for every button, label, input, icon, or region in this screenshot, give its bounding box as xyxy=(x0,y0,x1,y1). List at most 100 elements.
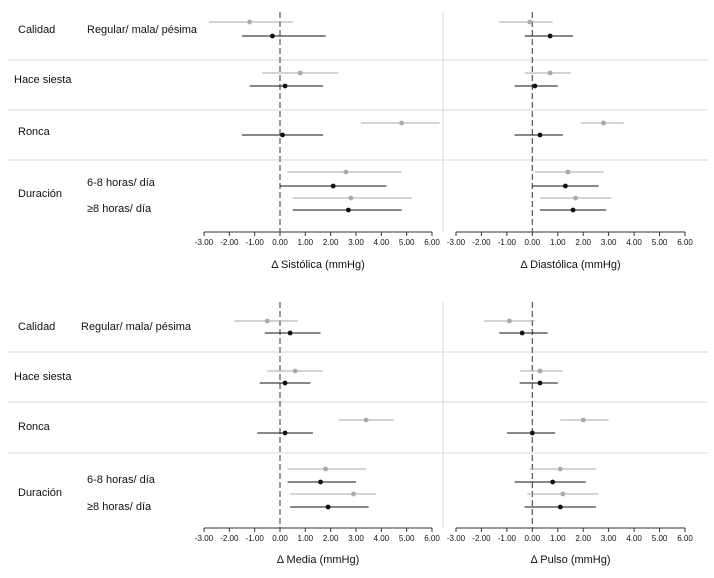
row-label-ronca-2: Ronca xyxy=(18,421,51,433)
x-tick-label: 5.00 xyxy=(652,534,668,543)
point-estimate xyxy=(351,491,356,497)
point-estimate xyxy=(297,70,303,76)
point-estimate xyxy=(270,33,275,39)
point-estimate xyxy=(547,70,553,76)
x-tick-label: 5.00 xyxy=(399,238,415,247)
point-estimate xyxy=(330,183,336,189)
panels-group: -3.00 -2.00 -1.00 0.00 1.00 2.00 3.00 4.00 5.00 6… xyxy=(8,12,708,566)
point-estimate xyxy=(280,132,285,138)
x-tick-label: 0.00 xyxy=(525,238,541,247)
x-tick-label: 3.00 xyxy=(348,534,364,543)
x-tick-label: 6.00 xyxy=(424,534,440,543)
x-tick-label: 6.00 xyxy=(677,238,693,247)
point-estimate xyxy=(343,169,349,175)
x-tick-label: -3.00 xyxy=(447,238,466,247)
x-tick-label: -2.00 xyxy=(220,238,239,247)
point-estimate xyxy=(580,417,586,423)
panel-3: -3.00 -2.00 -1.00 0.00 1.00 2.00 3.00 4.00 5.00 6… xyxy=(195,302,440,566)
x-tick-label: 1.00 xyxy=(550,534,566,543)
point-estimate xyxy=(565,169,571,175)
x-tick-label: -1.00 xyxy=(246,534,265,543)
point-estimate xyxy=(363,417,369,423)
point-estimate xyxy=(282,430,288,436)
row-label-duracion: Duración xyxy=(18,188,62,200)
point-estimate xyxy=(282,380,288,386)
x-tick-label: 5.00 xyxy=(399,534,415,543)
x-tick-label: 0.00 xyxy=(525,534,541,543)
x-tick-label: 2.00 xyxy=(323,534,339,543)
x-tick-label: 6.00 xyxy=(677,534,693,543)
x-tick-label: -2.00 xyxy=(220,534,239,543)
point-estimate xyxy=(547,33,553,39)
point-estimate xyxy=(532,83,538,89)
point-estimate xyxy=(557,466,563,472)
x-tick-label: 2.00 xyxy=(575,238,591,247)
point-estimate xyxy=(519,330,525,336)
row-label-calidad-2: Calidad xyxy=(18,321,55,333)
point-estimate xyxy=(292,368,298,374)
x-tick-label: 4.00 xyxy=(374,534,390,543)
x-tick-label: -1.00 xyxy=(498,238,517,247)
point-estimate xyxy=(573,195,578,201)
row-label-duracion-2: Duración xyxy=(18,487,62,499)
point-estimate xyxy=(264,318,270,324)
x-tick-label: -1.00 xyxy=(246,238,265,247)
point-estimate xyxy=(537,368,543,374)
x-axis-label: Δ Diastólica (mmHg) xyxy=(520,259,620,271)
x-tick-label: 3.00 xyxy=(601,534,617,543)
x-tick-label: 3.00 xyxy=(348,238,364,247)
point-estimate xyxy=(601,120,606,126)
x-tick-label: 6.00 xyxy=(424,238,440,247)
x-tick-label: 2.00 xyxy=(323,238,339,247)
point-estimate xyxy=(282,83,288,89)
x-tick-label: 1.00 xyxy=(550,238,566,247)
x-tick-label: -2.00 xyxy=(472,534,491,543)
point-estimate xyxy=(507,318,512,324)
row-label-siesta-2: Hace siesta xyxy=(14,371,72,383)
x-tick-label: -3.00 xyxy=(195,534,214,543)
panel-4: -3.00 -2.00 -1.00 0.00 1.00 2.00 3.00 4.00 5.00 6… xyxy=(447,302,693,566)
point-estimate xyxy=(560,491,566,497)
row-label-siesta: Hace siesta xyxy=(14,74,72,86)
point-estimate xyxy=(318,479,323,485)
x-tick-label: 4.00 xyxy=(374,238,390,247)
row-sublabel-6-8h-2: 6-8 horas/ día xyxy=(87,474,156,486)
point-estimate xyxy=(527,19,533,25)
x-tick-label: 2.00 xyxy=(575,534,591,543)
point-estimate xyxy=(550,479,556,485)
point-estimate xyxy=(247,19,253,25)
point-estimate xyxy=(346,207,351,213)
row-sublabel-8h-2: ≥8 horas/ día xyxy=(87,501,152,513)
x-tick-label: 3.00 xyxy=(601,238,617,247)
point-estimate xyxy=(537,132,543,138)
point-estimate xyxy=(563,183,568,189)
panel-2: -3.00 -2.00 -1.00 0.00 1.00 2.00 3.00 4.00 5.00 6… xyxy=(447,12,693,271)
x-tick-label: -1.00 xyxy=(498,534,517,543)
panel-1: -3.00 -2.00 -1.00 0.00 1.00 2.00 3.00 4.00 5.00 6… xyxy=(195,12,440,271)
x-tick-label: 4.00 xyxy=(626,238,642,247)
row-label-calidad: Calidad xyxy=(18,24,55,36)
point-estimate xyxy=(537,380,543,386)
point-estimate xyxy=(325,504,331,510)
x-axis-label: Δ Pulso (mmHg) xyxy=(530,554,610,566)
point-estimate xyxy=(287,330,293,336)
x-tick-label: 4.00 xyxy=(626,534,642,543)
row-sublabel-regular-2: Regular/ mala/ pésima xyxy=(81,321,192,333)
point-estimate xyxy=(323,466,328,472)
row-label-ronca: Ronca xyxy=(18,126,51,138)
point-estimate xyxy=(399,120,404,126)
x-tick-label: 1.00 xyxy=(298,534,314,543)
x-tick-label: -3.00 xyxy=(195,238,214,247)
x-axis-label: Δ Media (mmHg) xyxy=(277,554,360,566)
x-axis-label: Δ Sistólica (mmHg) xyxy=(271,259,365,271)
x-tick-label: 0.00 xyxy=(272,238,288,247)
point-estimate xyxy=(570,207,576,213)
row-sublabel-8h: ≥8 horas/ día xyxy=(87,203,152,215)
point-estimate xyxy=(557,504,563,510)
x-tick-label: 1.00 xyxy=(298,238,314,247)
x-tick-label: -3.00 xyxy=(447,534,466,543)
x-tick-label: 5.00 xyxy=(652,238,668,247)
point-estimate xyxy=(529,430,535,436)
row-sublabel-regular: Regular/ mala/ pésima xyxy=(87,24,198,36)
